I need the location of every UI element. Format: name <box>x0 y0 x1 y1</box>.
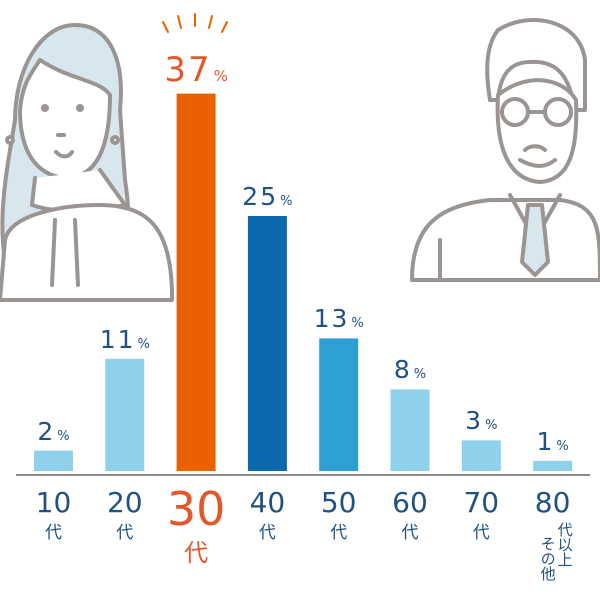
category-label: 50 代 <box>299 488 379 544</box>
category-label: 70 代 <box>441 488 521 544</box>
man-illustration <box>410 18 600 282</box>
woman-illustration <box>0 23 174 302</box>
category-number: 70 <box>463 486 500 519</box>
category-number: 10 <box>35 486 72 519</box>
category-suffix: 代 <box>184 539 209 567</box>
category-label: 20 代 <box>85 488 165 544</box>
category-number: 80 <box>534 486 571 519</box>
bar-20 <box>105 358 145 471</box>
category-suffix: 代 <box>258 523 276 543</box>
emphasis-rays-icon <box>162 13 228 33</box>
unit-label: % <box>351 316 364 332</box>
category-suffix: 代 <box>45 523 62 543</box>
value-label: 3% <box>436 406 526 435</box>
category-suffix: 代 <box>401 523 419 543</box>
category-label: 40 代 <box>227 488 307 544</box>
category-suffix: 代 <box>330 523 348 543</box>
value-label: 8% <box>365 355 455 384</box>
value-number: 11 <box>99 324 136 354</box>
unit-label: % <box>57 428 70 444</box>
category-number: 40 <box>249 486 286 519</box>
category-suffix: 代 <box>116 523 134 543</box>
value-number: 37 <box>164 49 212 90</box>
category-label: 60 代 <box>370 488 450 544</box>
value-label: 1% <box>508 427 598 456</box>
value-number: 1 <box>536 426 555 456</box>
category-number: 20 <box>106 486 143 519</box>
category-suffix: 代 <box>472 523 490 543</box>
unit-label: % <box>485 418 498 434</box>
value-label: 13% <box>294 304 384 333</box>
bar-30 <box>176 93 216 471</box>
unit-label: % <box>413 367 427 383</box>
unit-label: % <box>213 66 228 85</box>
value-number: 8 <box>393 355 412 385</box>
value-label: 37% <box>151 50 241 90</box>
category-number: 60 <box>392 486 428 519</box>
bar-70 <box>461 440 501 471</box>
category-suffix: その他代以上 <box>519 522 593 581</box>
value-number: 25 <box>242 182 279 211</box>
category-number: 50 <box>320 486 357 519</box>
unit-label: % <box>280 194 293 209</box>
bar-60 <box>390 389 430 471</box>
category-number: 30 <box>166 482 226 536</box>
category-label: 10 代 <box>14 488 94 544</box>
value-number: 2 <box>37 416 56 446</box>
value-label: 25% <box>222 182 312 211</box>
category-label: 80 その他代以上 <box>513 486 593 582</box>
value-label: 2% <box>9 417 99 446</box>
value-number: 13 <box>313 304 350 334</box>
value-label: 11% <box>80 325 170 354</box>
category-extra: その他 <box>538 536 557 581</box>
bar-50 <box>319 338 359 471</box>
category-suffix-text: 代以上 <box>555 522 574 567</box>
category-label: 30 代 <box>156 486 236 568</box>
value-number: 3 <box>465 406 484 436</box>
unit-label: % <box>137 336 150 352</box>
bar-80 <box>533 460 573 471</box>
bar-40 <box>247 216 287 471</box>
unit-label: % <box>556 438 569 454</box>
bar-10 <box>34 450 73 471</box>
